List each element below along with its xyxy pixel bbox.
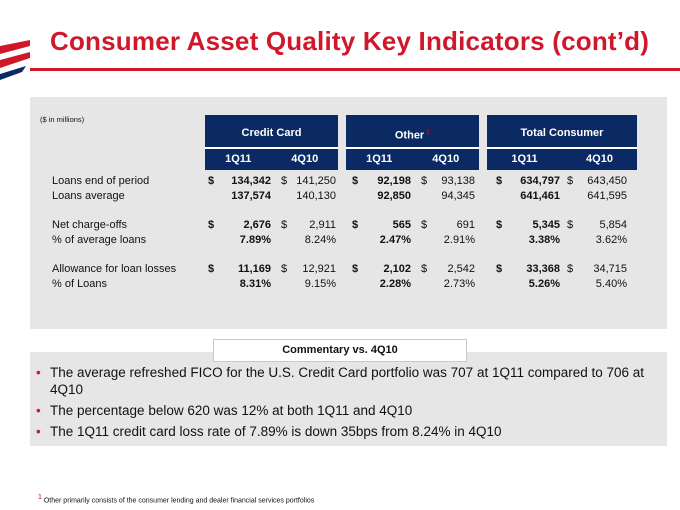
bullet-icon: • xyxy=(36,403,41,418)
table-cell: 565 xyxy=(392,219,411,231)
table-cell: 2,911 xyxy=(309,219,336,231)
currency-symbol: $ xyxy=(496,219,503,231)
table-cell: 8.31% xyxy=(239,278,271,290)
group-name: Total Consumer xyxy=(520,127,604,139)
page-title: Consumer Asset Quality Key Indicators (c… xyxy=(50,26,650,56)
currency-symbol: $ xyxy=(352,219,359,231)
currency-symbol: $ xyxy=(567,219,574,231)
table-cell: 2,542 xyxy=(447,263,475,275)
table-cell: 9.15% xyxy=(304,278,336,290)
table-cell: 643,450 xyxy=(587,175,627,187)
table-cell: 2.91% xyxy=(443,234,475,246)
row-label-loans-average: Loans average xyxy=(52,190,125,202)
period-4q10: 4Q10 xyxy=(432,153,460,165)
table-cell: 12,921 xyxy=(302,263,336,275)
row-label-net-charge-offs: Net charge-offs xyxy=(52,219,128,231)
table-cell: 691 xyxy=(456,219,475,231)
table-cell: 3.38% xyxy=(528,234,560,246)
table-cell: 94,345 xyxy=(441,190,475,202)
commentary-panel xyxy=(30,352,667,446)
list-item: • The percentage below 620 was 12% at bo… xyxy=(36,402,661,419)
table-cell: 634,797 xyxy=(520,175,560,187)
currency-symbol: $ xyxy=(208,175,215,187)
table-cell: 5,345 xyxy=(532,219,560,231)
table-cell: 641,595 xyxy=(587,190,627,202)
bullet-text: The 1Q11 credit card loss rate of 7.89% … xyxy=(50,424,502,439)
currency-symbol: $ xyxy=(352,175,359,187)
period-1q11: 1Q11 xyxy=(366,153,393,165)
table-cell: 92,850 xyxy=(377,190,411,202)
currency-symbol: $ xyxy=(352,263,359,275)
currency-symbol: $ xyxy=(496,263,503,275)
period-1q11: 1Q11 xyxy=(225,153,252,165)
currency-symbol: $ xyxy=(421,263,428,275)
group-header-other: Other 1 1Q11 4Q10 xyxy=(346,115,479,170)
table-cell: 5,854 xyxy=(599,219,627,231)
currency-symbol: $ xyxy=(208,219,215,231)
table-cell: 2.73% xyxy=(443,278,475,290)
table-cell: 33,368 xyxy=(526,263,560,275)
currency-symbol: $ xyxy=(421,219,428,231)
row-label-pct-of-loans: % of Loans xyxy=(52,278,108,290)
commentary-bullets: • The average refreshed FICO for the U.S… xyxy=(36,364,661,444)
table-cell: 641,461 xyxy=(520,190,560,202)
group-header-total-consumer: Total Consumer 1Q11 4Q10 xyxy=(487,115,637,170)
period-4q10: 4Q10 xyxy=(586,153,613,165)
footnote-marker: 1 xyxy=(426,129,431,136)
footnote-marker: 1 xyxy=(38,494,42,501)
group-divider xyxy=(346,147,479,149)
period-4q10: 4Q10 xyxy=(291,153,319,165)
table-cell: 3.62% xyxy=(595,234,627,246)
currency-symbol: $ xyxy=(496,175,503,187)
group-name: Credit Card xyxy=(241,127,302,139)
table-cell: 2.47% xyxy=(379,234,411,246)
group-header-credit-card: Credit Card 1Q11 4Q10 xyxy=(205,115,338,170)
group-name: Other xyxy=(394,129,425,142)
table-cell: 2,102 xyxy=(383,263,411,275)
table-cell: 34,715 xyxy=(593,263,627,275)
units-note: ($ in millions) xyxy=(40,115,85,124)
table-cell: 5.40% xyxy=(595,278,627,290)
table-cell: 137,574 xyxy=(231,190,271,202)
bullet-icon: • xyxy=(36,424,41,439)
table-cell: 8.24% xyxy=(304,234,336,246)
currency-symbol: $ xyxy=(421,175,428,187)
bullet-icon: • xyxy=(36,365,41,380)
title-underline xyxy=(30,68,680,71)
commentary-heading: Commentary vs. 4Q10 xyxy=(213,339,467,362)
row-label-pct-average-loans: % of average loans xyxy=(52,234,147,246)
group-divider xyxy=(205,147,338,149)
currency-symbol: $ xyxy=(567,263,574,275)
table-cell: 5.26% xyxy=(528,278,560,290)
table-cell: 11,169 xyxy=(237,263,271,275)
bullet-text: The percentage below 620 was 12% at both… xyxy=(50,403,413,418)
group-divider xyxy=(487,147,637,149)
list-item: • The 1Q11 credit card loss rate of 7.89… xyxy=(36,423,661,440)
list-item: • The average refreshed FICO for the U.S… xyxy=(36,364,661,398)
table-cell: 92,198 xyxy=(377,175,411,187)
table-cell: 134,342 xyxy=(231,175,271,187)
table-cell: 141,250 xyxy=(296,175,336,187)
table-cell: 2.28% xyxy=(379,278,411,290)
row-label-allowance-loan-losses: Allowance for loan losses xyxy=(52,263,177,275)
footnote-text: Other primarily consists of the consumer… xyxy=(43,497,315,505)
row-label-loans-end-of-period: Loans end of period xyxy=(52,175,150,187)
currency-symbol: $ xyxy=(208,263,215,275)
table-cell: 7.89% xyxy=(239,234,271,246)
bullet-text: The average refreshed FICO for the U.S. … xyxy=(50,365,645,397)
footnote: 1 Other primarily consists of the consum… xyxy=(36,494,314,504)
currency-symbol: $ xyxy=(567,175,574,187)
currency-symbol: $ xyxy=(281,263,288,275)
table-cell: 2,676 xyxy=(243,219,271,231)
table-cell: 140,130 xyxy=(296,190,336,202)
currency-symbol: $ xyxy=(281,219,288,231)
currency-symbol: $ xyxy=(281,175,288,187)
period-1q11: 1Q11 xyxy=(511,153,538,165)
flag-logo-icon xyxy=(0,40,30,80)
table-cell: 93,138 xyxy=(441,175,475,187)
